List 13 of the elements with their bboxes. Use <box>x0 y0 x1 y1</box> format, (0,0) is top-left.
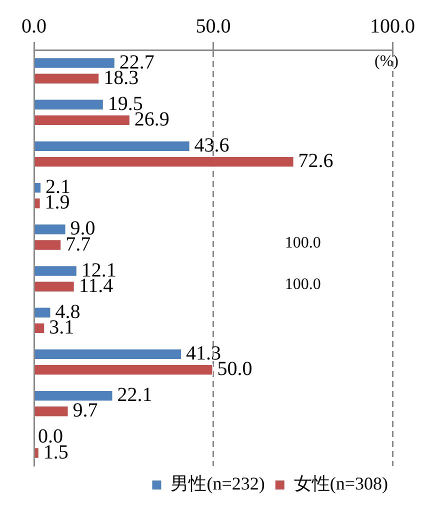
legend-label: 男性(n=232) <box>170 474 265 494</box>
annotation: 100.0 <box>284 234 321 252</box>
data-label: 43.6 <box>194 134 230 156</box>
annotation: 100.0 <box>284 276 321 294</box>
legend-label: 女性(n=308) <box>294 474 388 494</box>
x-axis-title: (%) <box>374 53 398 70</box>
data-label: 22.1 <box>117 384 152 406</box>
data-label: 50.0 <box>217 358 252 380</box>
x-tick-label: 100.0 <box>370 15 415 38</box>
x-tick-label: 50.0 <box>196 15 231 38</box>
x-tick-label: 0.0 <box>22 15 46 38</box>
data-label: 72.6 <box>298 150 334 172</box>
data-label: 9.7 <box>72 400 98 422</box>
